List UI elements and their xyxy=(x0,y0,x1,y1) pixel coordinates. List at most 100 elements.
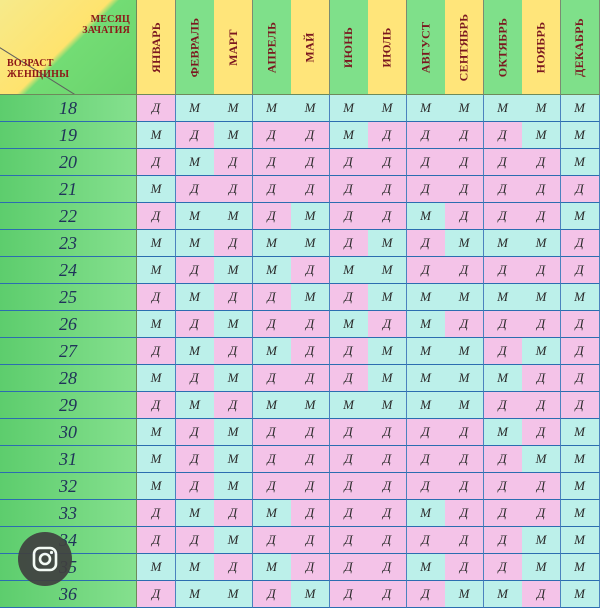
month-header: СЕНТЯБРЬ xyxy=(445,0,484,95)
table-cell: Д xyxy=(252,203,292,230)
table-cell: Д xyxy=(175,365,215,392)
age-row-label: 24 xyxy=(0,257,137,284)
table-cell: М xyxy=(560,149,600,176)
month-header: ФЕВРАЛЬ xyxy=(175,0,215,95)
table-cell: М xyxy=(252,392,292,419)
month-header-label: ФЕВРАЛЬ xyxy=(187,17,202,77)
table-cell: Д xyxy=(175,446,215,473)
table-cell: Д xyxy=(445,419,484,446)
table-cell: Д xyxy=(483,122,523,149)
table-cell: М xyxy=(291,284,330,311)
table-cell: Д xyxy=(252,149,292,176)
table-cell: Д xyxy=(483,473,523,500)
table-cell: М xyxy=(175,338,215,365)
age-row-label: 18 xyxy=(0,95,137,122)
age-row-label: 22 xyxy=(0,203,137,230)
month-header-label: ЯНВАРЬ xyxy=(148,21,163,73)
table-cell: Д xyxy=(329,527,369,554)
age-row-label: 20 xyxy=(0,149,137,176)
table-cell: М xyxy=(329,392,369,419)
table-cell: М xyxy=(137,446,176,473)
table-cell: Д xyxy=(483,203,523,230)
table-cell: Д xyxy=(445,176,484,203)
table-cell: Д xyxy=(406,176,446,203)
month-header: НОЯБРЬ xyxy=(522,0,561,95)
table-cell: Д xyxy=(368,419,407,446)
table-cell: Д xyxy=(368,473,407,500)
table-cell: Д xyxy=(214,176,253,203)
table-cell: М xyxy=(291,95,330,122)
table-cell: Д xyxy=(137,527,176,554)
table-cell: Д xyxy=(291,527,330,554)
table-cell: Д xyxy=(560,257,600,284)
table-cell: Д xyxy=(329,581,369,608)
table-cell: М xyxy=(560,419,600,446)
table-cell: Д xyxy=(252,122,292,149)
table-cell: Д xyxy=(368,581,407,608)
table-cell: Д xyxy=(522,311,561,338)
table-cell: М xyxy=(406,284,446,311)
table-cell: Д xyxy=(445,446,484,473)
table-cell: М xyxy=(252,230,292,257)
table-cell: М xyxy=(291,230,330,257)
age-row-label: 31 xyxy=(0,446,137,473)
table-cell: Д xyxy=(483,500,523,527)
table-cell: М xyxy=(368,365,407,392)
table-cell: Д xyxy=(291,176,330,203)
table-cell: М xyxy=(175,392,215,419)
table-cell: М xyxy=(214,95,253,122)
table-cell: М xyxy=(406,338,446,365)
table-cell: Д xyxy=(368,149,407,176)
table-cell: Д xyxy=(560,176,600,203)
table-cell: М xyxy=(175,230,215,257)
table-cell: Д xyxy=(560,392,600,419)
table-cell: М xyxy=(483,230,523,257)
table-cell: М xyxy=(175,149,215,176)
table-cell: М xyxy=(175,203,215,230)
table-cell: М xyxy=(252,257,292,284)
table-cell: Д xyxy=(329,203,369,230)
table-cell: Д xyxy=(406,446,446,473)
table-cell: Д xyxy=(291,122,330,149)
month-header-label: АПРЕЛЬ xyxy=(264,21,278,73)
table-cell: Д xyxy=(483,311,523,338)
table-cell: Д xyxy=(175,473,215,500)
table-cell: М xyxy=(291,392,330,419)
age-row-label: 32 xyxy=(0,473,137,500)
table-cell: Д xyxy=(329,338,369,365)
table-cell: Д xyxy=(483,176,523,203)
lens-search-icon[interactable] xyxy=(18,532,72,586)
table-cell: М xyxy=(368,257,407,284)
table-cell: М xyxy=(175,95,215,122)
table-cell: Д xyxy=(368,203,407,230)
table-cell: М xyxy=(445,95,484,122)
table-cell: М xyxy=(560,500,600,527)
table-cell: М xyxy=(368,338,407,365)
table-cell: М xyxy=(560,203,600,230)
table-cell: Д xyxy=(560,230,600,257)
table-cell: Д xyxy=(445,527,484,554)
table-cell: М xyxy=(368,284,407,311)
table-cell: М xyxy=(137,365,176,392)
table-cell: Д xyxy=(368,500,407,527)
table-cell: М xyxy=(214,311,253,338)
table-cell: М xyxy=(560,284,600,311)
table-cell: Д xyxy=(175,257,215,284)
table-cell: Д xyxy=(445,554,484,581)
table-cell: Д xyxy=(483,149,523,176)
table-cell: М xyxy=(483,581,523,608)
table-cell: Д xyxy=(137,95,176,122)
table-cell: М xyxy=(137,554,176,581)
table-cell: Д xyxy=(406,473,446,500)
table-cell: Д xyxy=(368,122,407,149)
table-cell: М xyxy=(252,554,292,581)
table-cell: М xyxy=(291,203,330,230)
table-cell: М xyxy=(137,257,176,284)
table-cell: М xyxy=(214,365,253,392)
table-cell: М xyxy=(214,122,253,149)
table-cell: Д xyxy=(291,473,330,500)
table-cell: М xyxy=(175,500,215,527)
table-cell: Д xyxy=(445,311,484,338)
table-cell: М xyxy=(406,203,446,230)
